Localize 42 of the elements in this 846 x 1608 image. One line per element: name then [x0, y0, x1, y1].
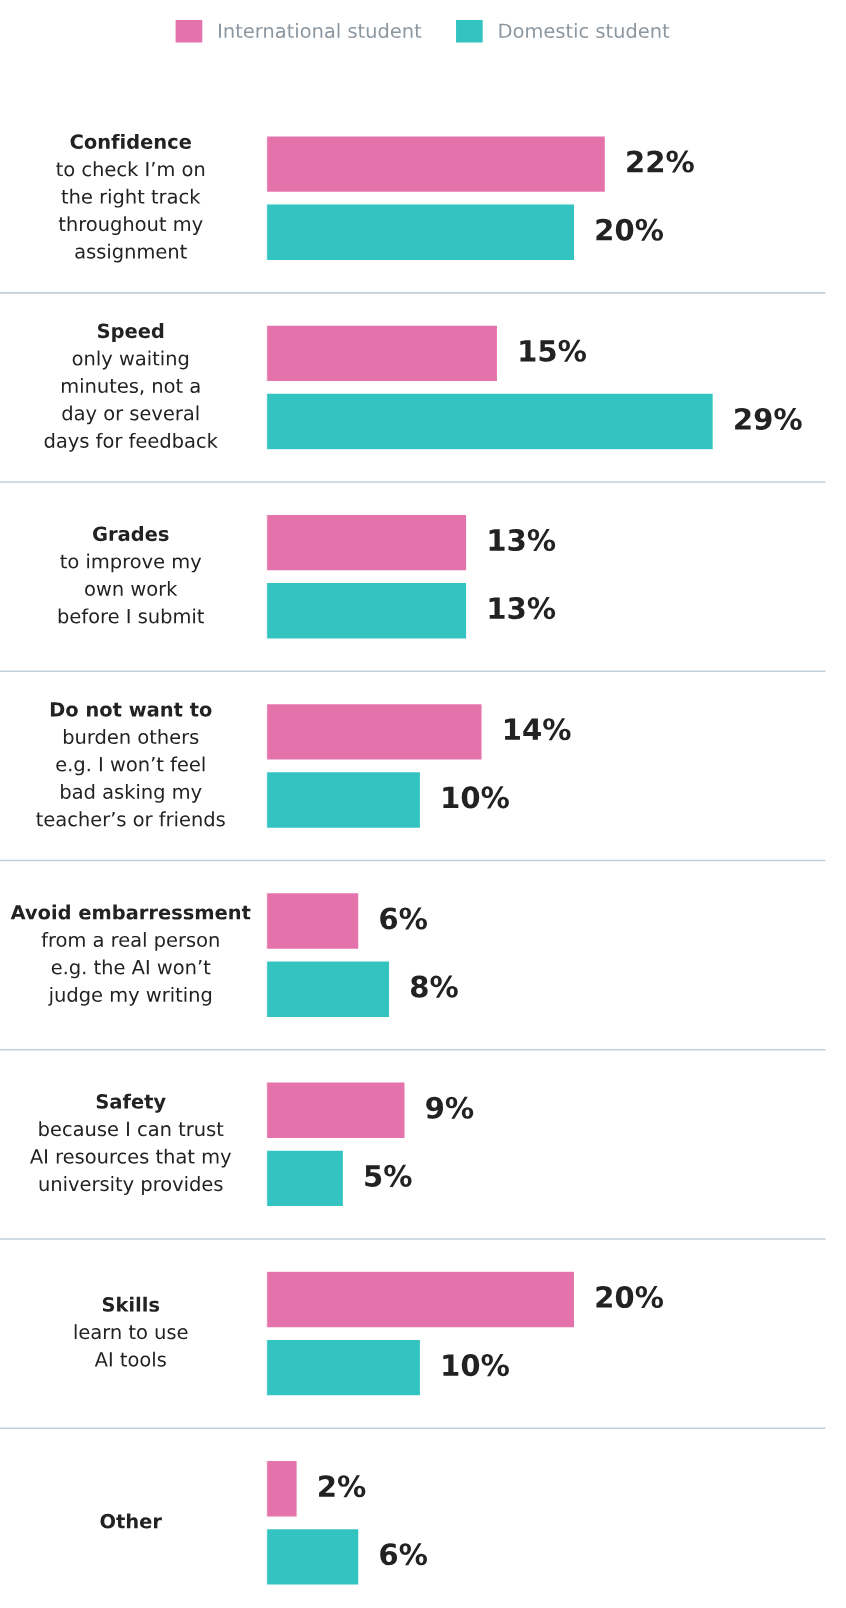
- bar: [266, 770, 422, 830]
- bar: [266, 392, 715, 451]
- bar: [266, 1081, 406, 1140]
- y-tick-label: Confidence to check I’m on the right track throughout my assignment: [56, 133, 205, 263]
- y-tick-label: Do not want to burden others e.g. I won’t feel bad asking my teacher’s or friends: [36, 702, 225, 827]
- bar: [266, 324, 499, 383]
- bar: [266, 1149, 345, 1208]
- data-label: 6%: [380, 907, 427, 930]
- data-label: 29%: [735, 407, 802, 430]
- bar: [266, 702, 483, 761]
- data-label: 22%: [627, 150, 694, 173]
- data-label: 2%: [319, 1475, 366, 1498]
- y-tick-label: Safety because I can trust AI resources that my university provides: [30, 1093, 232, 1195]
- data-label: 10%: [443, 786, 509, 809]
- bar: [266, 581, 468, 640]
- y-tick-label: Avoid embarressment from a real person e.g. the AI won’t judge my writing: [10, 904, 251, 1006]
- bar: [266, 135, 607, 194]
- data-label: 13%: [489, 528, 556, 552]
- y-tick-label: Other: [100, 1513, 162, 1529]
- bar: [266, 1527, 360, 1586]
- bar: [266, 513, 468, 572]
- bar: [266, 891, 360, 951]
- y-tick-label: Skills learn to use AI tools: [74, 1296, 188, 1367]
- bar: [266, 1270, 576, 1329]
- bar: [266, 1459, 299, 1518]
- y-tick-label: Grades to improve my own work before I submit: [58, 526, 204, 624]
- bar: [266, 203, 576, 262]
- data-label: 20%: [596, 218, 664, 241]
- data-label: 13%: [489, 597, 556, 620]
- bar: [266, 1338, 422, 1397]
- bar: [266, 960, 391, 1019]
- data-label: 15%: [520, 339, 586, 362]
- legend-label: International student: [219, 23, 422, 39]
- data-label: 8%: [410, 975, 458, 998]
- data-label: 20%: [596, 1285, 664, 1308]
- data-label: 9%: [426, 1096, 474, 1119]
- data-label: 10%: [443, 1354, 509, 1377]
- y-tick-label: Speed only waiting minutes, not a day or several days for feedback: [44, 323, 218, 452]
- data-label: 5%: [365, 1164, 412, 1187]
- data-label: 14%: [504, 718, 571, 741]
- legend-label: Domestic student: [499, 23, 670, 39]
- data-label: 6%: [380, 1543, 427, 1566]
